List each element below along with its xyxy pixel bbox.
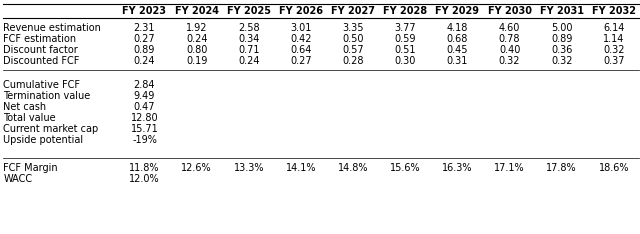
Text: 3.01: 3.01 (291, 23, 312, 33)
Text: 0.59: 0.59 (394, 34, 416, 44)
Text: 12.80: 12.80 (131, 113, 158, 123)
Text: FCF Margin: FCF Margin (3, 163, 58, 173)
Text: 0.78: 0.78 (499, 34, 520, 44)
Text: 0.32: 0.32 (551, 56, 573, 66)
Text: 16.3%: 16.3% (442, 163, 473, 173)
Text: FY 2024: FY 2024 (175, 6, 219, 16)
Text: 0.32: 0.32 (603, 45, 625, 55)
Text: FY 2025: FY 2025 (227, 6, 271, 16)
Text: 3.77: 3.77 (394, 23, 416, 33)
Text: 2.31: 2.31 (134, 23, 156, 33)
Text: 0.34: 0.34 (238, 34, 259, 44)
Text: Cumulative FCF: Cumulative FCF (3, 80, 80, 90)
Text: 0.27: 0.27 (134, 34, 156, 44)
Text: 0.24: 0.24 (186, 34, 207, 44)
Text: 0.19: 0.19 (186, 56, 207, 66)
Text: FY 2026: FY 2026 (279, 6, 323, 16)
Text: FY 2023: FY 2023 (122, 6, 166, 16)
Text: Upside potential: Upside potential (3, 135, 83, 145)
Text: FY 2027: FY 2027 (331, 6, 375, 16)
Text: Discounted FCF: Discounted FCF (3, 56, 79, 66)
Text: Revenue estimation: Revenue estimation (3, 23, 101, 33)
Text: 13.3%: 13.3% (234, 163, 264, 173)
Text: 14.1%: 14.1% (285, 163, 316, 173)
Text: 0.36: 0.36 (551, 45, 572, 55)
Text: 0.31: 0.31 (447, 56, 468, 66)
Text: 0.28: 0.28 (342, 56, 364, 66)
Text: Current market cap: Current market cap (3, 124, 99, 134)
Text: 0.40: 0.40 (499, 45, 520, 55)
Text: Net cash: Net cash (3, 102, 46, 112)
Text: 0.89: 0.89 (551, 34, 572, 44)
Text: 18.6%: 18.6% (598, 163, 629, 173)
Text: 14.8%: 14.8% (338, 163, 369, 173)
Text: 0.24: 0.24 (238, 56, 260, 66)
Text: 3.35: 3.35 (342, 23, 364, 33)
Text: Termination value: Termination value (3, 91, 90, 101)
Text: Total value: Total value (3, 113, 56, 123)
Text: 12.6%: 12.6% (181, 163, 212, 173)
Text: 6.14: 6.14 (604, 23, 625, 33)
Text: 0.80: 0.80 (186, 45, 207, 55)
Text: FY 2032: FY 2032 (592, 6, 636, 16)
Text: 0.45: 0.45 (447, 45, 468, 55)
Text: 0.89: 0.89 (134, 45, 155, 55)
Text: FY 2029: FY 2029 (435, 6, 479, 16)
Text: 0.42: 0.42 (290, 34, 312, 44)
Text: 15.71: 15.71 (131, 124, 158, 134)
Text: 0.68: 0.68 (447, 34, 468, 44)
Text: 9.49: 9.49 (134, 91, 155, 101)
Text: WACC: WACC (3, 174, 33, 184)
Text: 4.18: 4.18 (447, 23, 468, 33)
Text: 5.00: 5.00 (551, 23, 573, 33)
Text: 0.57: 0.57 (342, 45, 364, 55)
Text: 1.14: 1.14 (604, 34, 625, 44)
Text: FY 2030: FY 2030 (488, 6, 532, 16)
Text: FY 2028: FY 2028 (383, 6, 428, 16)
Text: 0.27: 0.27 (290, 56, 312, 66)
Text: 15.6%: 15.6% (390, 163, 420, 173)
Text: 0.32: 0.32 (499, 56, 520, 66)
Text: FCF estimation: FCF estimation (3, 34, 76, 44)
Text: 2.58: 2.58 (238, 23, 260, 33)
Text: 0.30: 0.30 (395, 56, 416, 66)
Text: 0.71: 0.71 (238, 45, 260, 55)
Text: 4.60: 4.60 (499, 23, 520, 33)
Text: 2.84: 2.84 (134, 80, 156, 90)
Text: 0.37: 0.37 (603, 56, 625, 66)
Text: 11.8%: 11.8% (129, 163, 160, 173)
Text: 12.0%: 12.0% (129, 174, 160, 184)
Text: Discount factor: Discount factor (3, 45, 78, 55)
Text: -19%: -19% (132, 135, 157, 145)
Text: 0.50: 0.50 (342, 34, 364, 44)
Text: 17.8%: 17.8% (547, 163, 577, 173)
Text: 0.24: 0.24 (134, 56, 156, 66)
Text: 0.51: 0.51 (394, 45, 416, 55)
Text: FY 2031: FY 2031 (540, 6, 584, 16)
Text: 0.47: 0.47 (134, 102, 156, 112)
Text: 0.64: 0.64 (291, 45, 312, 55)
Text: 17.1%: 17.1% (494, 163, 525, 173)
Text: 1.92: 1.92 (186, 23, 207, 33)
